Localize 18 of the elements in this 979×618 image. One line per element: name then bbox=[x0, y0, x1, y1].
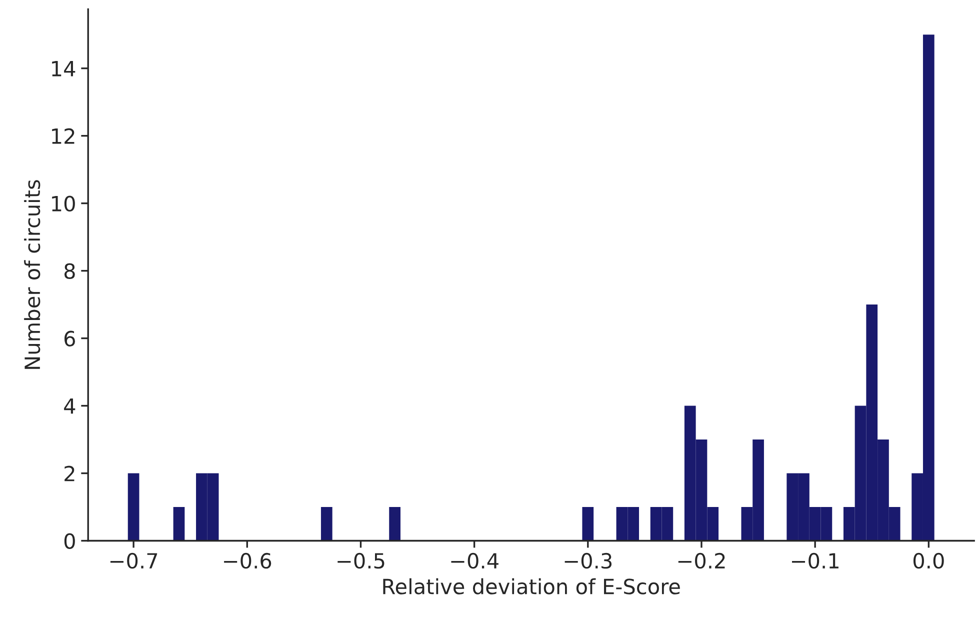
y-tick-label: 12 bbox=[52, 128, 74, 144]
y-tick-label: 4 bbox=[64, 398, 76, 414]
y-axis-title: Number of circuits bbox=[24, 180, 40, 369]
y-tick-label: 0 bbox=[64, 533, 75, 549]
x-axis-title: Relative deviation of E-Score bbox=[383, 578, 680, 594]
x-tick-label: −0.1 bbox=[792, 552, 838, 569]
x-tick-label: −0.2 bbox=[678, 552, 725, 569]
x-tick-label: −0.3 bbox=[564, 552, 612, 569]
x-tick-label: −0.7 bbox=[110, 552, 158, 569]
y-tick-label: 2 bbox=[64, 466, 74, 482]
y-tick-label: 8 bbox=[64, 263, 75, 280]
y-tick-label: 14 bbox=[52, 61, 76, 76]
x-tick-label: −0.5 bbox=[338, 552, 384, 569]
x-tick-label: 0.0 bbox=[913, 552, 944, 569]
x-tick-label: −0.6 bbox=[224, 552, 272, 569]
y-tick-label: 6 bbox=[64, 330, 75, 346]
x-tick-label: −0.4 bbox=[451, 552, 498, 569]
y-tick-label: 10 bbox=[52, 196, 75, 212]
